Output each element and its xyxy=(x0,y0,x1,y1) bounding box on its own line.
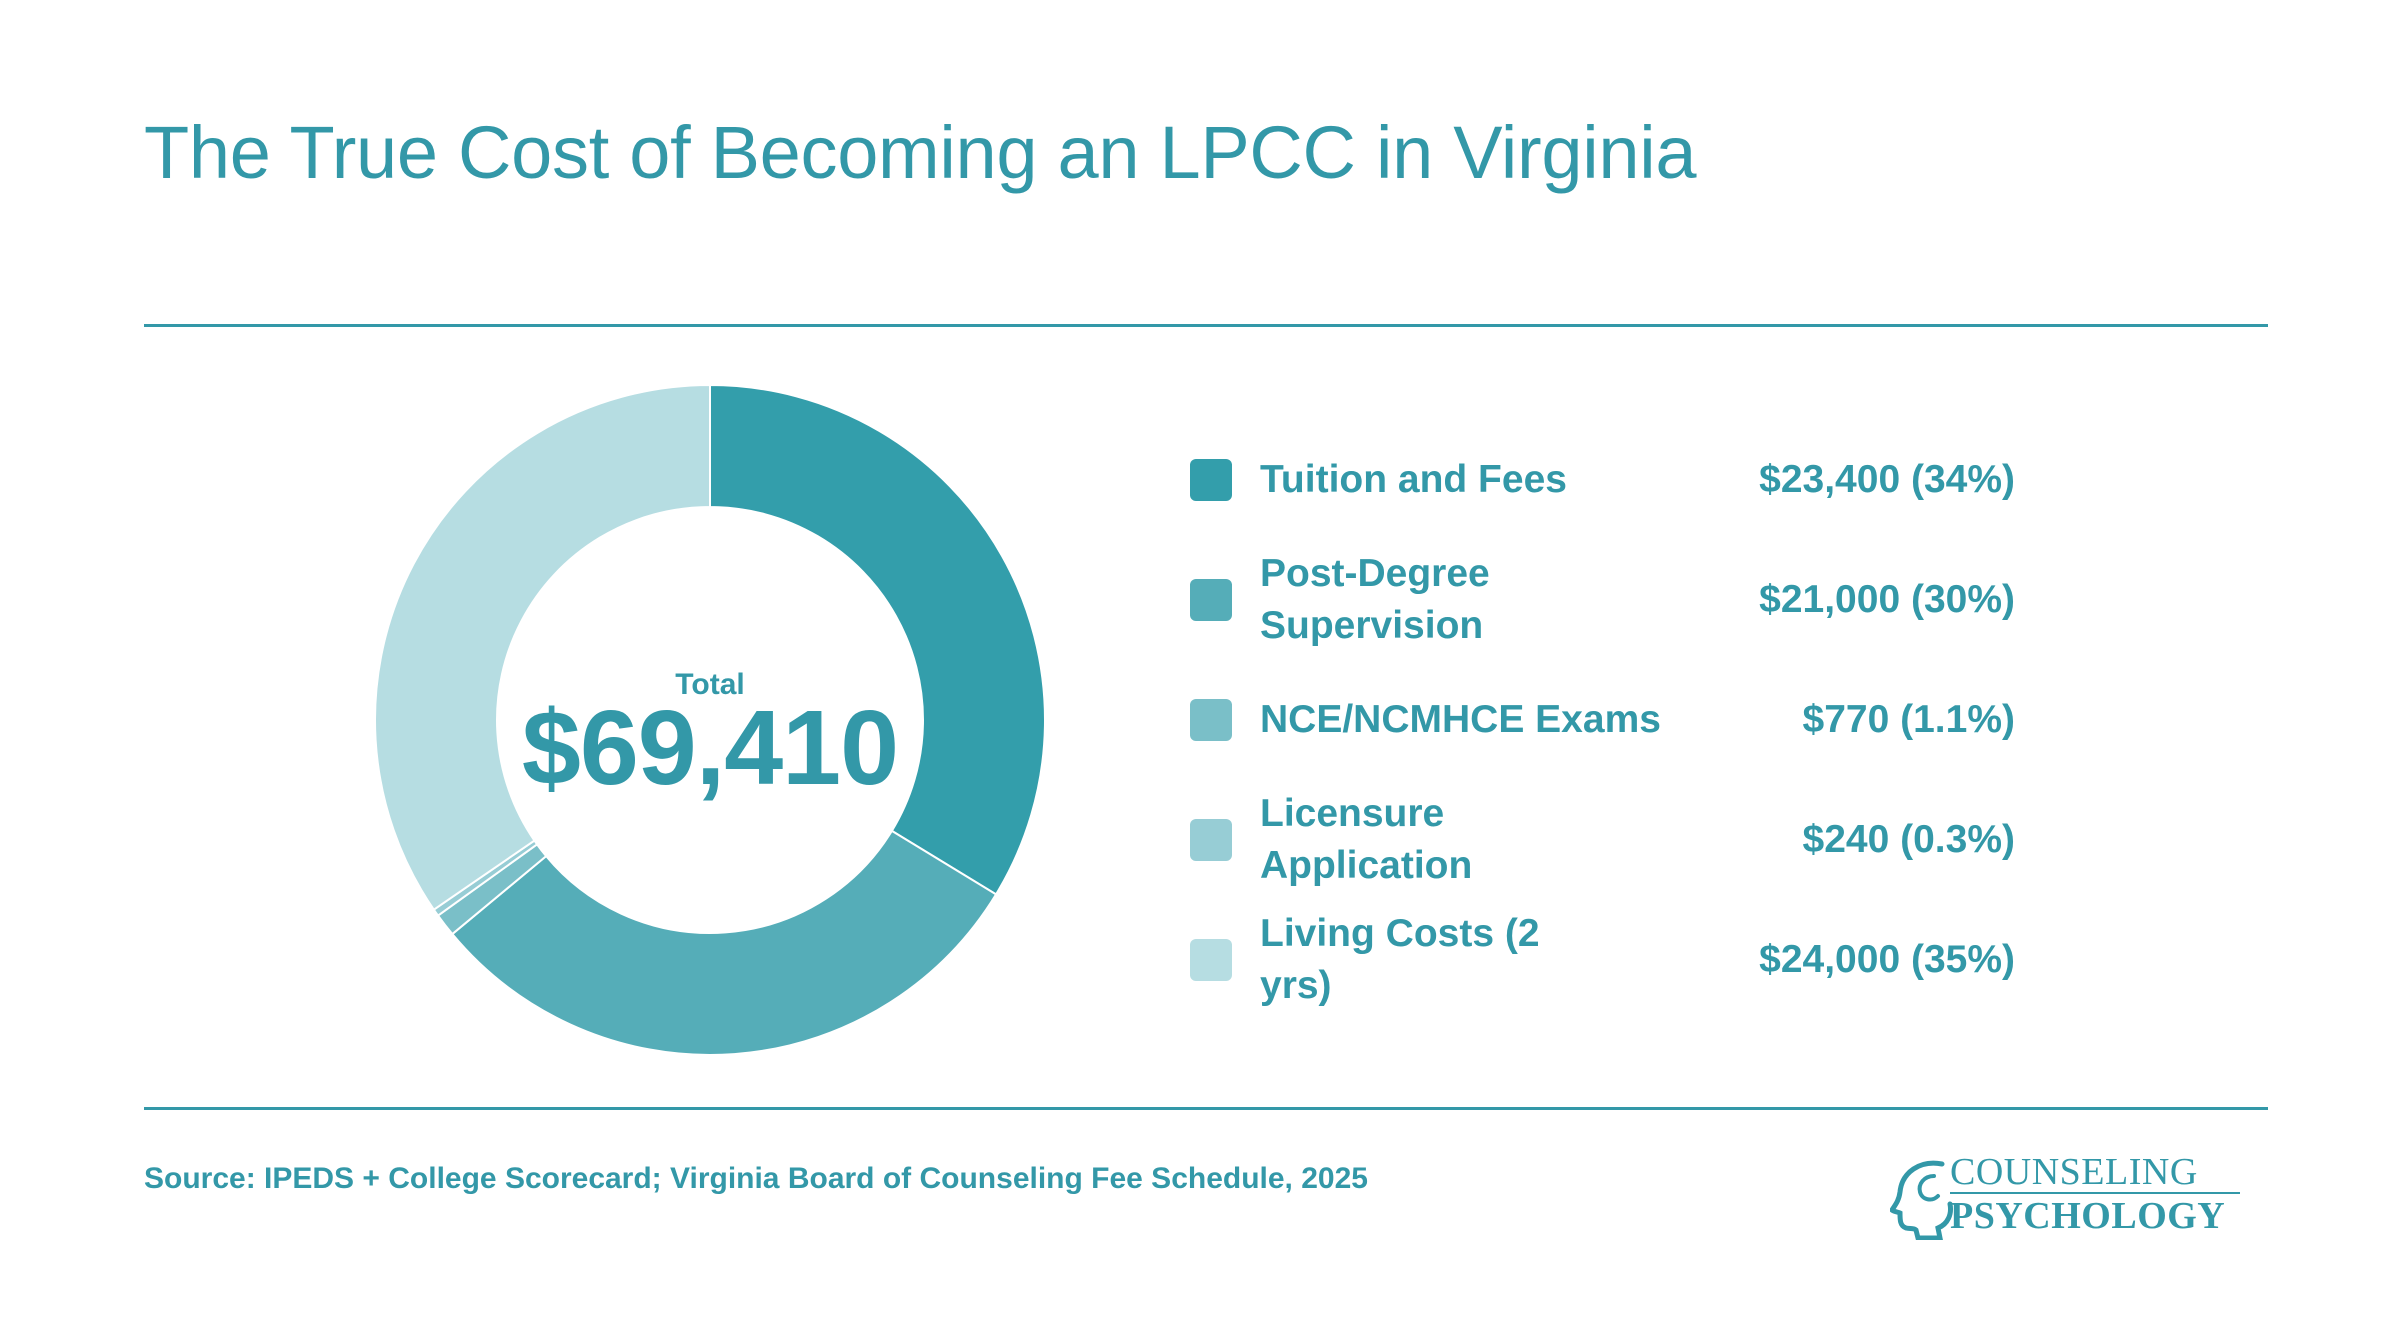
legend-value: $770 (1.1%) xyxy=(1802,698,2015,741)
center-total: $69,410 xyxy=(521,689,899,807)
legend-item-licensure: Licensure Application $240 (0.3%) xyxy=(1190,780,2070,900)
legend-label: NCE/NCMHCE Exams xyxy=(1260,698,1661,741)
legend-swatch xyxy=(1190,579,1232,621)
legend-label: Tuition and Fees xyxy=(1260,458,1567,501)
legend-label: Post-Degree Supervision xyxy=(1260,552,1490,647)
legend-swatch xyxy=(1190,459,1232,501)
legend-item-supervision: Post-Degree Supervision $21,000 (30%) xyxy=(1190,540,2070,660)
bottom-divider xyxy=(144,1107,2268,1110)
legend-swatch xyxy=(1190,699,1232,741)
legend-item-exams: NCE/NCMHCE Exams $770 (1.1%) xyxy=(1190,660,2070,780)
logo-line2: PSYCHOLOGY xyxy=(1950,1195,2226,1237)
legend-value: $23,400 (34%) xyxy=(1759,458,2015,501)
donut-chart xyxy=(374,383,1046,1056)
donut-slice-4 xyxy=(374,383,711,912)
top-divider xyxy=(144,324,2268,327)
legend-value: $21,000 (30%) xyxy=(1759,578,2015,621)
center-label: Total xyxy=(675,668,745,701)
legend-label: Licensure Application xyxy=(1260,792,1473,887)
legend-swatch xyxy=(1190,819,1232,861)
legend-value: $24,000 (35%) xyxy=(1759,938,2015,981)
legend-item-tuition: Tuition and Fees $23,400 (34%) xyxy=(1190,420,2070,540)
donut-slice-1 xyxy=(450,829,998,1056)
head-profile-icon xyxy=(1890,1160,1953,1240)
legend-item-living: Living Costs (2 yrs) $24,000 (35%) xyxy=(1190,900,2070,1020)
logo: COUNSELING PSYCHOLOGY xyxy=(1890,1150,2250,1240)
logo-divider xyxy=(1950,1192,2240,1194)
chart-title: The True Cost of Becoming an LPCC in Vir… xyxy=(144,111,1697,194)
legend-value: $240 (0.3%) xyxy=(1802,818,2015,861)
donut-slice-0 xyxy=(709,383,1046,896)
legend-label: Living Costs (2 yrs) xyxy=(1260,912,1540,1007)
source-note: Source: IPEDS + College Scorecard; Virgi… xyxy=(144,1162,1368,1195)
logo-line1: COUNSELING xyxy=(1950,1151,2198,1193)
legend-swatch xyxy=(1190,939,1232,981)
